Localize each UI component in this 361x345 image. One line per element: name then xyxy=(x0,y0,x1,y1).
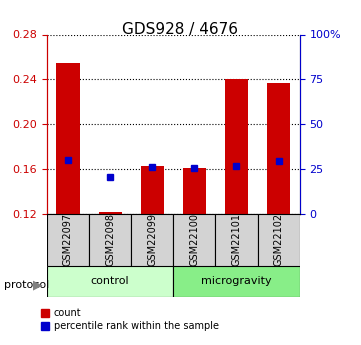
FancyBboxPatch shape xyxy=(89,214,131,266)
Text: microgravity: microgravity xyxy=(201,276,272,286)
Text: GSM22100: GSM22100 xyxy=(189,213,199,266)
Bar xyxy=(99,212,122,214)
Text: GSM22102: GSM22102 xyxy=(274,213,284,266)
Text: protocol: protocol xyxy=(4,280,49,289)
Bar xyxy=(56,62,79,214)
FancyBboxPatch shape xyxy=(47,266,173,297)
Text: ▶: ▶ xyxy=(33,278,43,291)
FancyBboxPatch shape xyxy=(173,214,216,266)
Bar xyxy=(183,168,206,214)
Bar xyxy=(267,83,290,214)
Text: control: control xyxy=(91,276,129,286)
Bar xyxy=(141,166,164,214)
FancyBboxPatch shape xyxy=(216,214,257,266)
FancyBboxPatch shape xyxy=(47,214,89,266)
Text: GSM22101: GSM22101 xyxy=(231,213,242,266)
Text: GSM22099: GSM22099 xyxy=(147,213,157,266)
Legend: count, percentile rank within the sample: count, percentile rank within the sample xyxy=(41,308,219,332)
Text: GDS928 / 4676: GDS928 / 4676 xyxy=(122,22,239,37)
Text: GSM22098: GSM22098 xyxy=(105,213,115,266)
FancyBboxPatch shape xyxy=(257,214,300,266)
Text: GSM22097: GSM22097 xyxy=(63,213,73,266)
Bar xyxy=(225,79,248,214)
FancyBboxPatch shape xyxy=(173,266,300,297)
FancyBboxPatch shape xyxy=(131,214,173,266)
